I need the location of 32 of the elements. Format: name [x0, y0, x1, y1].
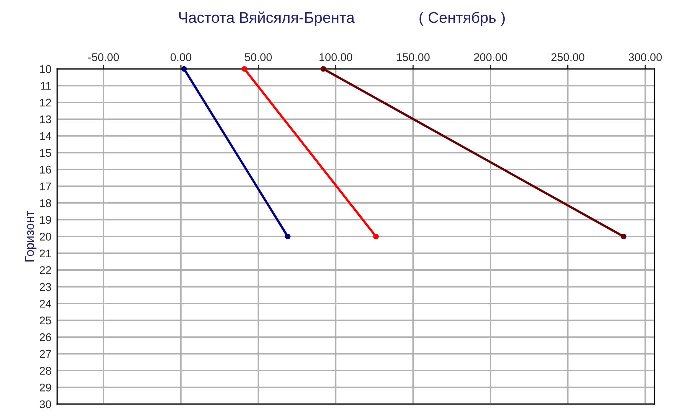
chart-subtitle: ( Сентябрь ): [420, 12, 505, 26]
y-tick-label: 16: [40, 166, 52, 174]
y-tick-label: 26: [40, 334, 52, 342]
y-tick-label: 25: [40, 316, 52, 325]
x-tick-label: 150.00: [397, 54, 430, 62]
y-tick-label: 24: [40, 300, 52, 308]
x-tick-label: 100.00: [320, 54, 353, 62]
y-axis-title: Горизонт: [25, 210, 37, 262]
x-tick-label: 200.00: [474, 54, 508, 62]
y-tick-label: 19: [40, 216, 52, 224]
y-tick-label: 23: [40, 283, 52, 292]
y-tick-label: 11: [41, 82, 52, 90]
y-tick-label: 28: [40, 367, 52, 375]
y-tick-label: 15: [40, 149, 52, 158]
y-tick-label: 27: [40, 350, 52, 358]
x-tick-label: 50.00: [245, 54, 272, 62]
y-tick-label: 18: [40, 199, 52, 208]
y-tick-label: 14: [40, 132, 52, 140]
y-tick-label: 12: [40, 98, 52, 107]
x-tick-label: 300.00: [628, 54, 662, 62]
y-tick-label: 13: [40, 116, 52, 124]
x-tick-label: 250.00: [552, 54, 585, 62]
chart-title: Частота Вяйсяля-Брента: [179, 12, 355, 26]
x-tick-label: -50.00: [88, 54, 120, 62]
y-tick-label: 22: [40, 266, 52, 274]
y-tick-label: 17: [40, 182, 52, 190]
y-tick-label: 30: [40, 400, 52, 408]
x-tick-label: 0.00: [170, 54, 192, 62]
y-tick-label: 29: [40, 384, 52, 392]
y-tick-label: 21: [40, 250, 52, 258]
y-tick-label: 10: [40, 65, 52, 74]
y-tick-label: 20: [40, 233, 52, 241]
